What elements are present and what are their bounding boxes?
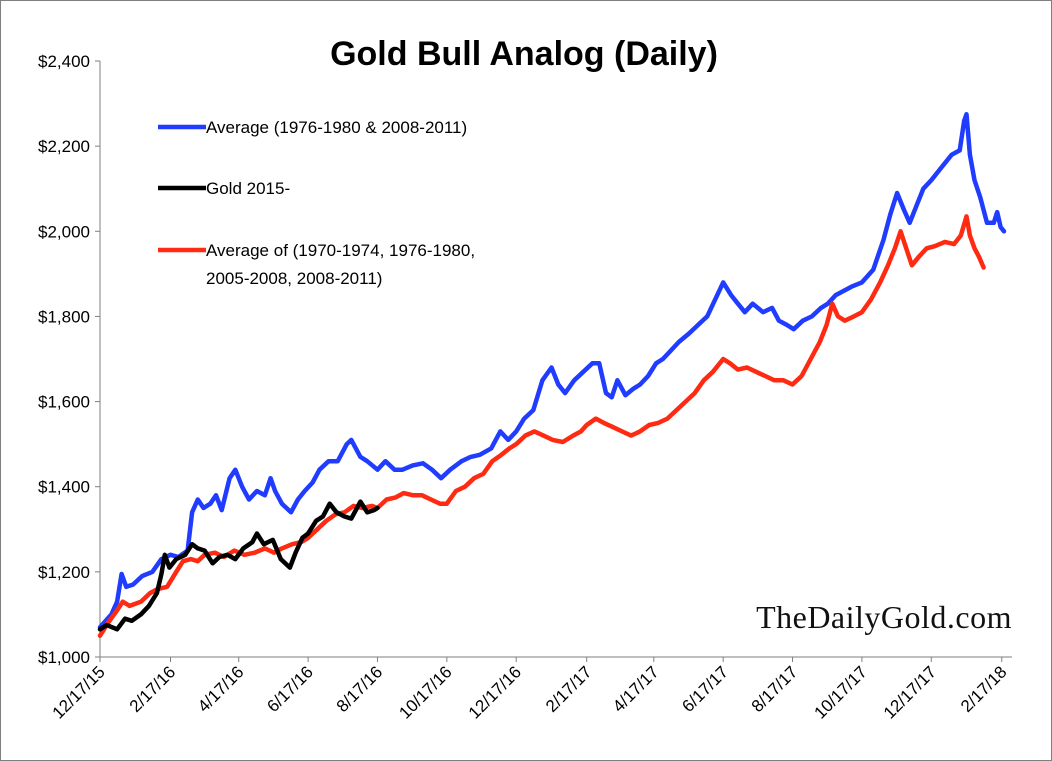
x-tick-label: 12/17/16 <box>465 662 525 722</box>
y-tick-label: $1,800 <box>38 307 90 326</box>
y-tick-label: $2,200 <box>38 137 90 156</box>
x-axis-ticks: 12/17/15 2/17/16 4/17/16 6/17/16 8/17/16 10/1… <box>49 657 1011 723</box>
x-tick-label: 6/17/16 <box>263 662 317 716</box>
x-tick-label: 8/17/17 <box>748 662 802 716</box>
y-tick-label: $1,600 <box>38 393 90 412</box>
legend-label: Gold 2015- <box>206 179 290 198</box>
x-tick-label: 2/17/18 <box>957 662 1011 716</box>
x-tick-label: 10/17/17 <box>810 662 870 722</box>
x-tick-label: 8/17/16 <box>333 662 387 716</box>
legend: Average (1976-1980 & 2008-2011) Gold 2015… <box>158 118 475 288</box>
x-tick-label: 2/17/16 <box>126 662 180 716</box>
axes <box>99 61 1012 658</box>
x-tick-label: 6/17/17 <box>678 662 732 716</box>
series-line-gold-2015 <box>97 499 380 632</box>
x-tick-label: 4/17/17 <box>609 662 663 716</box>
x-tick-label: 10/17/16 <box>395 662 455 722</box>
x-tick-label: 12/17/17 <box>880 662 940 722</box>
series-layer <box>97 111 1007 638</box>
legend-label: Average (1976-1980 & 2008-2011) <box>206 118 467 137</box>
y-tick-label: $1,400 <box>38 478 90 497</box>
y-tick-label: $2,000 <box>38 222 90 241</box>
series-line-average-four-bulls <box>97 214 986 638</box>
series-line-average-1976-2011 <box>97 111 1007 630</box>
legend-label: Average of (1970-1974, 1976-1980, <box>206 241 475 260</box>
watermark-text: TheDailyGold.com <box>756 599 1012 635</box>
y-tick-label: $1,000 <box>38 648 90 667</box>
x-tick-label: 2/17/17 <box>542 662 596 716</box>
x-tick-label: 4/17/16 <box>194 662 248 716</box>
chart-title: Gold Bull Analog (Daily) <box>330 35 718 73</box>
y-tick-label: $1,200 <box>38 563 90 582</box>
legend-label: 2005-2008, 2008-2011) <box>206 269 382 288</box>
y-tick-label: $2,400 <box>38 52 90 71</box>
x-tick-label: 12/17/15 <box>49 662 109 722</box>
y-axis-ticks: $1,000 $1,200 $1,400 $1,600 $1,800 $2,000 $2,2… <box>38 52 100 667</box>
